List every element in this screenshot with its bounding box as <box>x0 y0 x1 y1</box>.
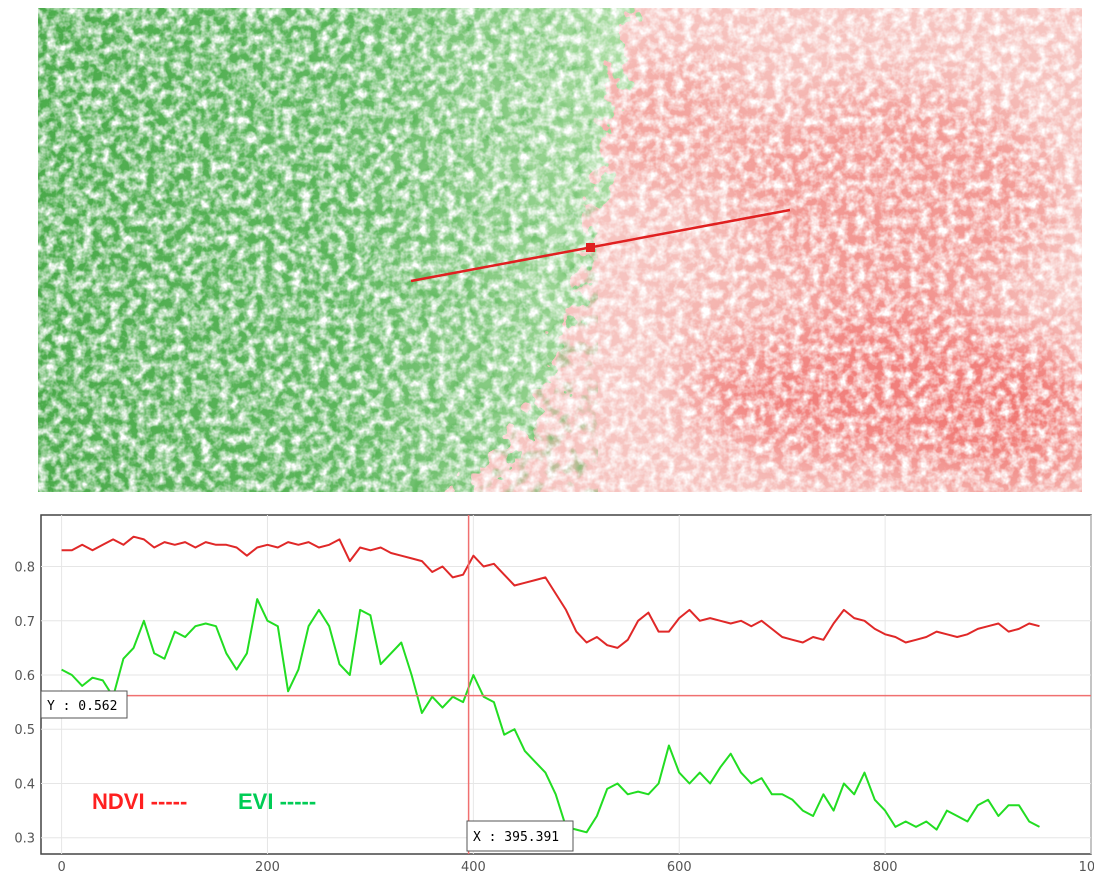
legend-evi-label: EVI ----- <box>238 789 316 814</box>
y-tick-label: 0.6 <box>14 669 35 684</box>
x-readout-label: X : 395.391 <box>473 830 559 845</box>
plot-frame <box>40 514 1092 855</box>
x-tick-label: 600 <box>667 860 692 875</box>
profile-chart[interactable]: 0 200 400 600 800 100 0.3 0.4 0.5 0.6 0.7 0.8 NDVI … <box>0 505 1094 875</box>
axis-ticks: 0 200 400 600 800 100 0.3 0.4 0.5 0.6 0.7 0.8 <box>14 561 1094 875</box>
ndvi-series-line <box>61 535 1040 649</box>
y-readout: Y : 0.562 <box>40 690 128 719</box>
grid <box>41 515 1092 854</box>
series-lines <box>61 535 1040 834</box>
x-tick-label: 0 <box>57 860 65 875</box>
legend-ndvi-label: NDVI ----- <box>92 789 187 814</box>
y-readout-box <box>40 690 128 719</box>
x-readout: X : 395.391 <box>466 820 574 852</box>
map-light-texture <box>38 8 1082 492</box>
y-tick-label: 0.8 <box>14 561 35 576</box>
x-tick-label: 400 <box>461 860 486 875</box>
transect-marker[interactable] <box>586 243 595 252</box>
x-tick-label: 100 <box>1079 860 1094 875</box>
x-tick-label: 200 <box>255 860 280 875</box>
profile-chart-panel: 0 200 400 600 800 100 0.3 0.4 0.5 0.6 0.7 0.8 NDVI … <box>0 505 1094 875</box>
ndvi-map-panel <box>38 8 1082 492</box>
x-tick-label: 800 <box>873 860 898 875</box>
y-readout-label: Y : 0.562 <box>47 699 117 714</box>
crosshair[interactable] <box>41 515 1091 854</box>
transect-line[interactable] <box>410 208 791 283</box>
y-tick-label: 0.3 <box>14 832 35 847</box>
y-tick-label: 0.7 <box>14 615 35 630</box>
legend: NDVI ----- EVI ----- <box>92 789 316 814</box>
ndvi-map[interactable] <box>38 8 1082 492</box>
y-tick-label: 0.4 <box>14 777 35 792</box>
x-readout-box <box>466 820 574 852</box>
evi-series-line <box>61 598 1040 834</box>
y-tick-label: 0.5 <box>14 723 35 738</box>
